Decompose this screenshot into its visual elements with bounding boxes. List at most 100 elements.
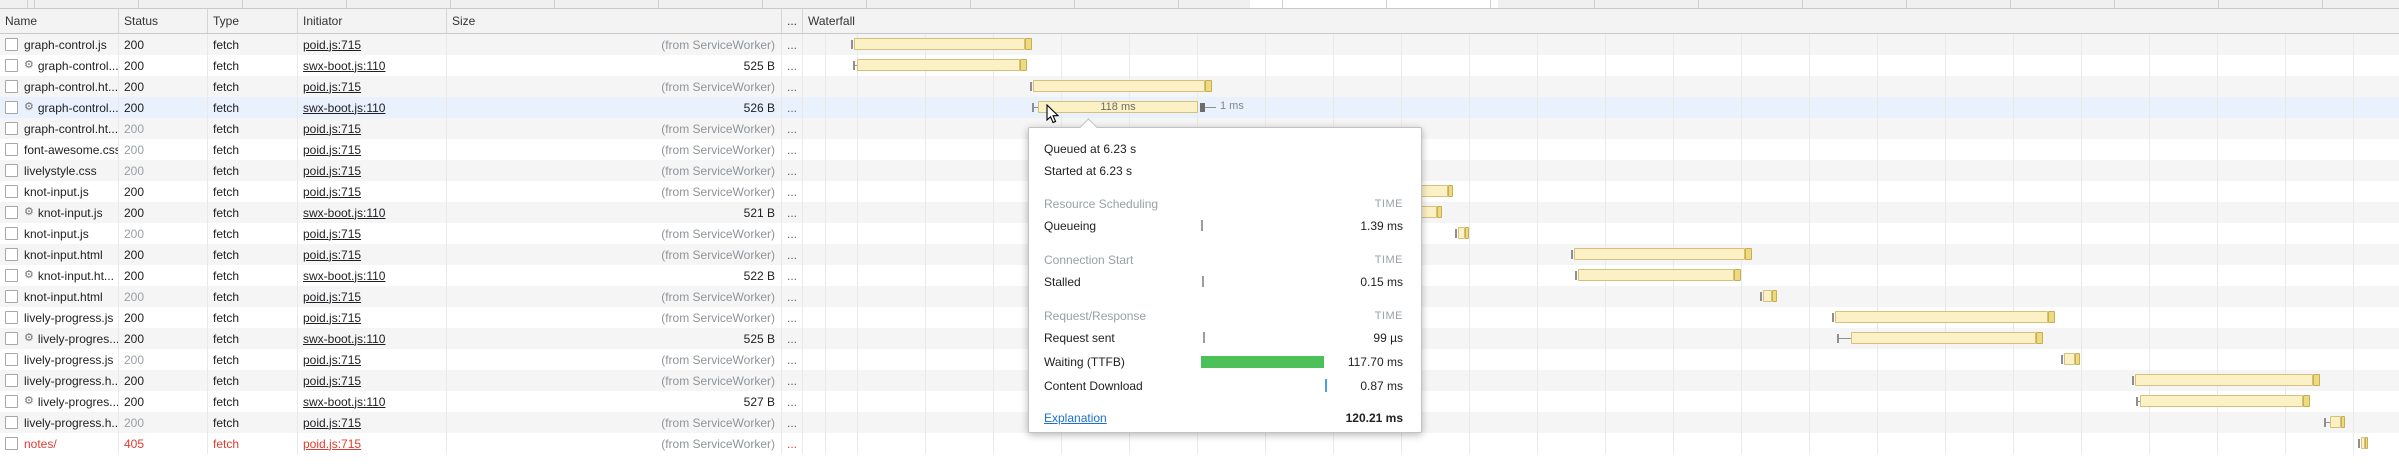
explanation-link[interactable]: Explanation bbox=[1044, 411, 1107, 425]
name-cell[interactable]: ⚙ graph-control... bbox=[0, 97, 119, 118]
row-checkbox[interactable] bbox=[5, 248, 18, 261]
row-checkbox[interactable] bbox=[5, 395, 18, 408]
row-checkbox[interactable] bbox=[5, 101, 18, 114]
row-checkbox[interactable] bbox=[5, 164, 18, 177]
row-checkbox[interactable] bbox=[5, 206, 18, 219]
name-cell[interactable]: lively-progress.h... bbox=[0, 412, 119, 433]
initiator-link[interactable]: poid.js:715 bbox=[303, 352, 362, 367]
waterfall-bar[interactable] bbox=[857, 59, 1020, 71]
waterfall-bar[interactable]: 118 ms bbox=[1038, 101, 1198, 113]
initiator-link[interactable]: poid.js:715 bbox=[303, 247, 362, 262]
row-checkbox[interactable] bbox=[5, 185, 18, 198]
name-cell[interactable]: ⚙ knot-input.js bbox=[0, 202, 119, 223]
initiator-link[interactable]: poid.js:715 bbox=[303, 142, 362, 157]
initiator-link[interactable]: poid.js:715 bbox=[303, 163, 362, 178]
column-header-name[interactable]: Name bbox=[0, 9, 119, 33]
initiator-link[interactable]: poid.js:715 bbox=[303, 310, 362, 325]
row-checkbox[interactable] bbox=[5, 311, 18, 324]
waterfall-bar[interactable] bbox=[1851, 332, 2036, 344]
initiator-link[interactable]: swx-boot.js:110 bbox=[303, 58, 386, 73]
name-cell[interactable]: graph-control.js bbox=[0, 34, 119, 55]
row-checkbox[interactable] bbox=[5, 290, 18, 303]
waterfall-bar[interactable] bbox=[1835, 311, 2048, 323]
queueing-tick bbox=[1575, 271, 1577, 280]
waterfall-bar[interactable] bbox=[1578, 269, 1734, 281]
waterfall-bar[interactable] bbox=[2330, 416, 2341, 428]
waterfall-bar[interactable] bbox=[2140, 395, 2303, 407]
waterfall-bar[interactable] bbox=[1458, 227, 1465, 239]
initiator-link[interactable]: poid.js:715 bbox=[303, 121, 362, 136]
initiator-link[interactable]: swx-boot.js:110 bbox=[303, 205, 386, 220]
name-cell[interactable]: knot-input.js bbox=[0, 223, 119, 244]
table-row[interactable]: ⚙ graph-control... 200 fetch swx-boot.js:110… bbox=[0, 97, 2399, 118]
column-header-waterfall[interactable]: Waterfall bbox=[808, 14, 855, 28]
row-checkbox[interactable] bbox=[5, 143, 18, 156]
name-cell[interactable]: graph-control.ht... bbox=[0, 76, 119, 97]
name-cell[interactable]: graph-control.ht... bbox=[0, 118, 119, 139]
column-header-type[interactable]: Type bbox=[208, 9, 298, 33]
request-name: knot-input.js bbox=[24, 184, 89, 199]
name-cell[interactable]: lively-progress.h... bbox=[0, 370, 119, 391]
name-cell[interactable]: livelystyle.css bbox=[0, 160, 119, 181]
initiator-link[interactable]: swx-boot.js:110 bbox=[303, 331, 386, 346]
name-cell[interactable]: ⚙ lively-progres... bbox=[0, 328, 119, 349]
column-header-status[interactable]: Status bbox=[119, 9, 208, 33]
waterfall-bar[interactable] bbox=[1419, 185, 1448, 197]
overflow-cell: ... bbox=[782, 412, 803, 433]
waterfall-bar[interactable] bbox=[1574, 248, 1745, 260]
initiator-link[interactable]: poid.js:715 bbox=[303, 289, 362, 304]
column-header-initiator[interactable]: Initiator bbox=[298, 9, 447, 33]
row-checkbox[interactable] bbox=[5, 353, 18, 366]
table-row[interactable]: ⚙ graph-control... 200 fetch swx-boot.js:110… bbox=[0, 55, 2399, 76]
row-checkbox[interactable] bbox=[5, 269, 18, 282]
initiator-link[interactable]: swx-boot.js:110 bbox=[303, 394, 386, 409]
row-checkbox[interactable] bbox=[5, 38, 18, 51]
name-cell[interactable]: knot-input.html bbox=[0, 286, 119, 307]
name-cell[interactable]: notes/ bbox=[0, 433, 119, 454]
initiator-link[interactable]: poid.js:715 bbox=[303, 373, 362, 388]
initiator-cell: poid.js:715 bbox=[298, 223, 447, 244]
initiator-link[interactable]: poid.js:715 bbox=[303, 415, 362, 430]
waterfall-bar[interactable] bbox=[1033, 80, 1205, 92]
name-cell[interactable]: lively-progress.js bbox=[0, 307, 119, 328]
table-row[interactable]: notes/405 fetch poid.js:715 (from ServiceWo… bbox=[0, 433, 2399, 454]
table-row[interactable]: graph-control.ht... 200 fetch poid.js:715 (f… bbox=[0, 76, 2399, 97]
table-row[interactable]: graph-control.js 200 fetch poid.js:715 (from… bbox=[0, 34, 2399, 55]
initiator-link[interactable]: poid.js:715 bbox=[303, 37, 362, 52]
overview-timeline-strip[interactable] bbox=[0, 0, 2399, 9]
size-cell: 526 B bbox=[447, 97, 782, 118]
name-cell[interactable]: ⚙ lively-progres... bbox=[0, 391, 119, 412]
waterfall-bar[interactable] bbox=[1763, 290, 1772, 302]
serviceworker-gear-icon: ⚙ bbox=[24, 101, 34, 113]
waterfall-bar[interactable] bbox=[854, 38, 1025, 50]
name-cell[interactable]: ⚙ graph-control... bbox=[0, 55, 119, 76]
row-checkbox[interactable] bbox=[5, 80, 18, 93]
tooltip-section-header: Request/Response TIME bbox=[1044, 309, 1403, 323]
row-checkbox[interactable] bbox=[5, 122, 18, 135]
row-checkbox[interactable] bbox=[5, 374, 18, 387]
row-checkbox[interactable] bbox=[5, 227, 18, 240]
waterfall-bar[interactable] bbox=[2135, 374, 2313, 386]
name-cell[interactable]: knot-input.js bbox=[0, 181, 119, 202]
row-checkbox[interactable] bbox=[5, 59, 18, 72]
column-header-size[interactable]: Size bbox=[447, 9, 782, 33]
row-checkbox[interactable] bbox=[5, 332, 18, 345]
column-header-overflow[interactable]: ... bbox=[782, 9, 803, 33]
name-cell[interactable]: font-awesome.css bbox=[0, 139, 119, 160]
initiator-link[interactable]: poid.js:715 bbox=[303, 436, 362, 451]
row-checkbox[interactable] bbox=[5, 437, 18, 450]
initiator-link[interactable]: swx-boot.js:110 bbox=[303, 268, 386, 283]
name-cell[interactable]: knot-input.html bbox=[0, 244, 119, 265]
request-name: graph-control... bbox=[37, 100, 119, 115]
row-checkbox[interactable] bbox=[5, 416, 18, 429]
waterfall-bar[interactable] bbox=[2064, 353, 2075, 365]
size-cell: (from ServiceWorker) bbox=[447, 76, 782, 97]
initiator-cell: poid.js:715 bbox=[298, 181, 447, 202]
initiator-link[interactable]: poid.js:715 bbox=[303, 79, 362, 94]
name-cell[interactable]: lively-progress.js bbox=[0, 349, 119, 370]
initiator-link[interactable]: poid.js:715 bbox=[303, 226, 362, 241]
initiator-link[interactable]: swx-boot.js:110 bbox=[303, 100, 386, 115]
initiator-link[interactable]: poid.js:715 bbox=[303, 184, 362, 199]
name-cell[interactable]: ⚙ knot-input.ht... bbox=[0, 265, 119, 286]
size-cell: 525 B bbox=[447, 328, 782, 349]
